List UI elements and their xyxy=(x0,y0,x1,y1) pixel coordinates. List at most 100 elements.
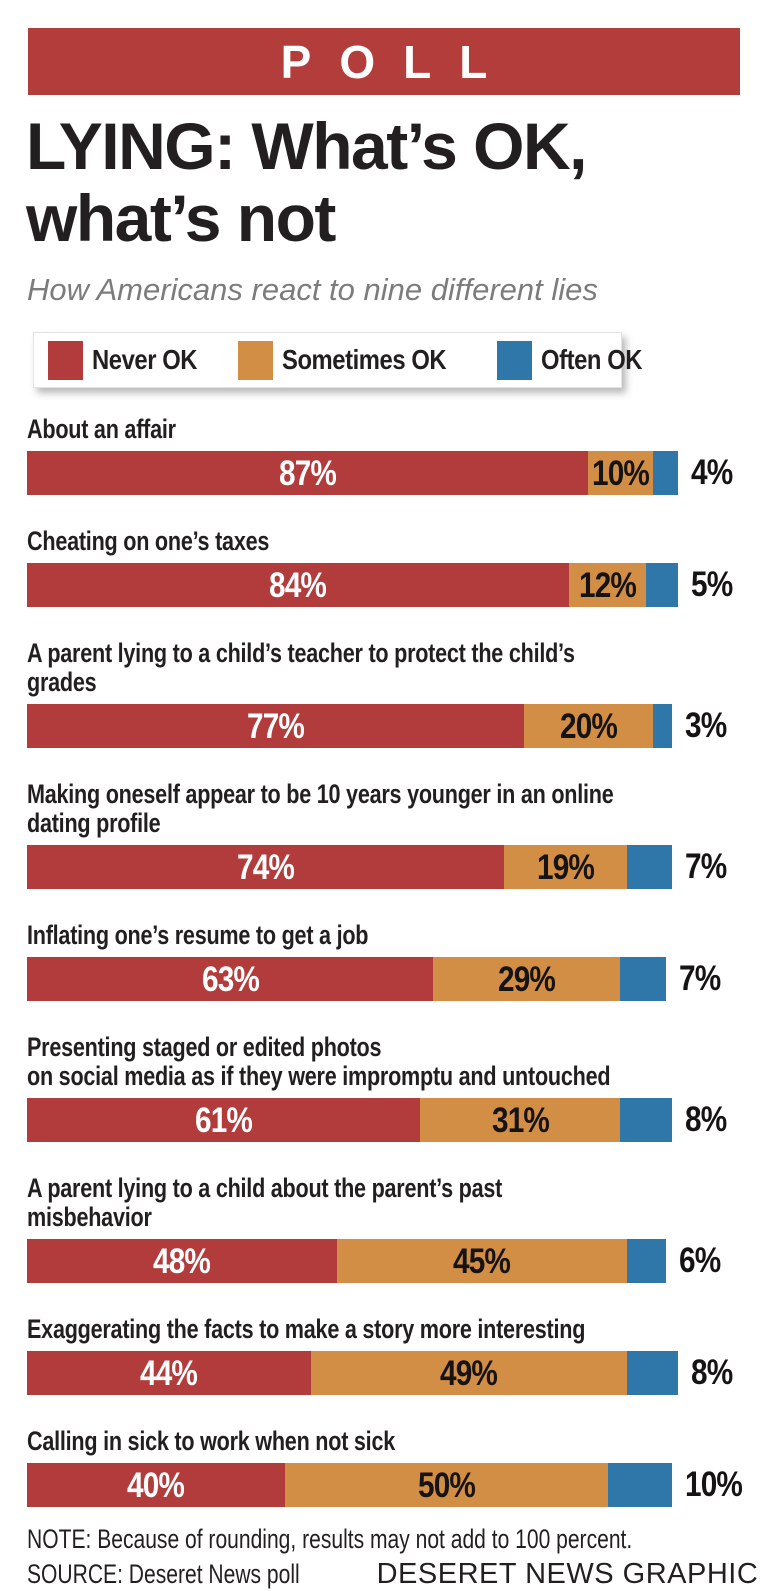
stacked-bar: 74% 19% xyxy=(27,845,672,889)
never-ok-segment: 77% xyxy=(27,704,524,748)
often-ok-value-label: 3% xyxy=(684,706,727,745)
often-ok-value-label: 10% xyxy=(685,1465,743,1504)
often-ok-segment xyxy=(620,1098,672,1142)
segment-value-label: 20% xyxy=(559,706,618,746)
bar-category-label: About an affair xyxy=(27,414,176,444)
footer: NOTE: Because of rounding, results may n… xyxy=(27,1523,758,1591)
never-ok-segment: 74% xyxy=(27,845,505,889)
legend-label: Sometimes OK xyxy=(281,344,447,375)
bar-line: 74% 19% 7% xyxy=(27,845,768,889)
never-ok-segment: 40% xyxy=(27,1463,285,1507)
often-ok-segment xyxy=(626,845,672,889)
chart-row: About an affair 87% 10% 4% xyxy=(27,415,768,495)
bar-category-label: Exaggerating the facts to make a story m… xyxy=(27,1314,586,1344)
often-ok-segment xyxy=(652,704,672,748)
bar-line: 44% 49% 8% xyxy=(27,1351,768,1395)
sometimes-ok-segment: 29% xyxy=(433,957,621,1001)
often-ok-segment xyxy=(646,563,679,607)
segment-value-label: 40% xyxy=(127,1465,185,1505)
poll-banner-label: POLL xyxy=(280,35,516,88)
sometimes-ok-segment: 12% xyxy=(568,563,647,607)
sometimes-ok-segment: 45% xyxy=(336,1239,627,1283)
chart-row: Exaggerating the facts to make a story m… xyxy=(27,1315,768,1395)
chart-row: Making oneself appear to be 10 years you… xyxy=(27,780,768,889)
stacked-bar: 40% 50% xyxy=(27,1463,672,1507)
segment-value-label: 19% xyxy=(537,847,595,887)
chart-legend: Never OK Sometimes OK Often OK xyxy=(33,332,642,388)
chart-row: Calling in sick to work when not sick 40%… xyxy=(27,1427,768,1507)
often-ok-value-label: 8% xyxy=(691,1353,733,1392)
segment-value-label: 74% xyxy=(237,847,295,887)
segment-value-label: 31% xyxy=(491,1100,550,1140)
often-ok-segment xyxy=(626,1351,679,1395)
legend-item-never-ok: Never OK xyxy=(48,340,216,380)
sometimes-ok-segment: 50% xyxy=(285,1463,608,1507)
segment-value-label: 45% xyxy=(453,1241,511,1281)
segment-value-label: 49% xyxy=(440,1353,498,1393)
never-ok-segment: 84% xyxy=(27,563,569,607)
never-ok-segment: 44% xyxy=(27,1351,311,1395)
segment-value-label: 84% xyxy=(269,565,327,605)
page-title: LYING: What’s OK, what’s not xyxy=(26,109,588,255)
often-ok-segment xyxy=(626,1239,666,1283)
footer-source: SOURCE: Deseret News poll xyxy=(27,1559,300,1589)
bar-line: 77% 20% 3% xyxy=(27,704,768,748)
segment-value-label: 87% xyxy=(279,453,337,493)
page-subtitle: How Americans react to nine different li… xyxy=(27,272,598,307)
stacked-bar: 44% 49% xyxy=(27,1351,679,1395)
sometimes-ok-swatch-icon xyxy=(237,340,273,380)
bar-line: 63% 29% 7% xyxy=(27,957,768,1001)
stacked-bar: 63% 29% xyxy=(27,957,666,1001)
segment-value-label: 77% xyxy=(246,706,305,746)
bar-category-label: A parent lying to a child about the pare… xyxy=(27,1173,503,1232)
bar-category-label: Calling in sick to work when not sick xyxy=(27,1426,395,1456)
bar-category-label: Cheating on one’s taxes xyxy=(27,526,270,556)
bar-line: 48% 45% 6% xyxy=(27,1239,768,1283)
legend-item-often-ok: Often OK xyxy=(496,340,660,380)
segment-value-label: 61% xyxy=(195,1100,253,1140)
segment-value-label: 12% xyxy=(578,565,637,605)
bar-line: 40% 50% 10% xyxy=(27,1463,768,1507)
sometimes-ok-segment: 49% xyxy=(310,1351,627,1395)
chart-row: A parent lying to a child’s teacher to p… xyxy=(27,639,768,748)
bar-line: 87% 10% 4% xyxy=(27,451,768,495)
segment-value-label: 29% xyxy=(498,959,556,999)
stacked-bar: 87% 10% xyxy=(27,451,679,495)
segment-value-label: 48% xyxy=(153,1241,211,1281)
segment-value-label: 63% xyxy=(201,959,260,999)
bar-category-label: Presenting staged or edited photos on so… xyxy=(27,1032,611,1091)
often-ok-value-label: 6% xyxy=(678,1241,721,1280)
legend-label: Never OK xyxy=(92,344,198,375)
sometimes-ok-segment: 20% xyxy=(523,704,653,748)
segment-value-label: 50% xyxy=(417,1465,476,1505)
never-ok-segment: 63% xyxy=(27,957,434,1001)
poll-banner: POLL xyxy=(28,28,740,95)
often-ok-value-label: 8% xyxy=(684,1100,727,1139)
stacked-bar-chart: About an affair 87% 10% 4% Cheating on one’s… xyxy=(27,415,768,1507)
segment-value-label: 44% xyxy=(140,1353,198,1393)
legend-label: Often OK xyxy=(540,344,642,375)
chart-row: Cheating on one’s taxes 84% 12% 5% xyxy=(27,527,768,607)
stacked-bar: 84% 12% xyxy=(27,563,679,607)
chart-row: A parent lying to a child about the pare… xyxy=(27,1174,768,1283)
sometimes-ok-segment: 10% xyxy=(588,451,653,495)
bar-category-label: Making oneself appear to be 10 years you… xyxy=(27,779,614,838)
footer-credit: DESERET NEWS GRAPHIC xyxy=(376,1558,759,1590)
bar-category-label: A parent lying to a child’s teacher to p… xyxy=(27,638,575,697)
often-ok-swatch-icon xyxy=(496,340,532,380)
stacked-bar: 48% 45% xyxy=(27,1239,666,1283)
never-ok-segment: 61% xyxy=(27,1098,421,1142)
often-ok-segment xyxy=(607,1463,672,1507)
often-ok-segment xyxy=(652,451,679,495)
never-ok-segment: 87% xyxy=(27,451,589,495)
often-ok-value-label: 7% xyxy=(678,959,721,998)
legend-item-sometimes-ok: Sometimes OK xyxy=(237,340,475,380)
sometimes-ok-segment: 19% xyxy=(504,845,627,889)
bar-line: 61% 31% 8% xyxy=(27,1098,768,1142)
often-ok-value-label: 5% xyxy=(691,565,733,604)
stacked-bar: 77% 20% xyxy=(27,704,672,748)
often-ok-segment xyxy=(620,957,666,1001)
often-ok-value-label: 4% xyxy=(691,453,733,492)
chart-row: Inflating one’s resume to get a job 63% 29… xyxy=(27,921,768,1001)
never-ok-swatch-icon xyxy=(48,340,83,380)
